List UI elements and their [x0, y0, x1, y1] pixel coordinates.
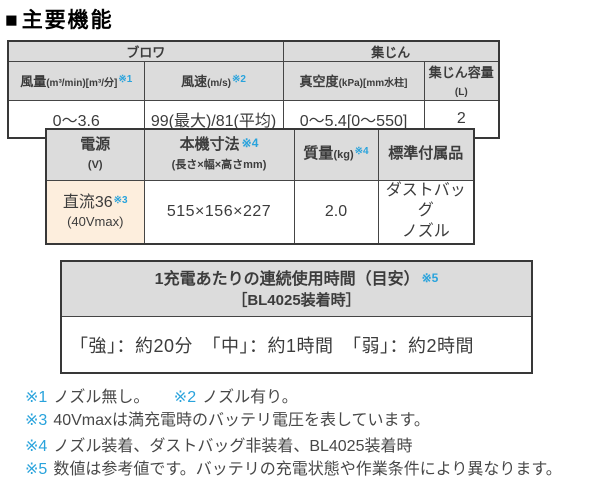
footnote-line-4: ※5 数値は参考値です。バッテリの充電状態や作業条件により異なります。 — [25, 458, 562, 480]
accessory-dust-bag: ダストバッグ — [385, 181, 466, 220]
col-header-weight: 質量(kg)※4 — [293, 128, 379, 181]
dimensions-value: 515×156×227 — [143, 179, 295, 245]
dust-capacity-label: 集じん容量 — [428, 65, 494, 80]
col-header-power: 電源 (V) — [45, 128, 145, 181]
runtime-box-header: 1充電あたりの連続使用時間（目安） ※5 ［BL4025装着時］ — [62, 262, 531, 317]
dimensions-label: 本機寸法 — [179, 136, 240, 153]
footnote-4: ※4 ノズル装着、ダストバッグ非装着、BL4025装着時 — [25, 438, 412, 455]
blower-spec-table: ブロワ 集じん 風量(m³/min)[m³/分]※1 風速(m/s)※2 真空度… — [7, 40, 501, 139]
footnote-1-text: ノズル無し。 — [53, 389, 150, 406]
footnote-ref-3: ※3 — [113, 194, 128, 206]
footnote-4-text: ノズル装着、ダストバッグ非装着、BL4025装着時 — [53, 438, 413, 455]
footnote-5: ※5 数値は参考値です。バッテリの充電状態や作業条件により異なります。 — [25, 461, 562, 478]
footnote-ref-1: ※1 — [118, 74, 133, 85]
page-title-text: 主要機能 — [21, 9, 114, 32]
power-value-sub: (40Vmax) — [67, 213, 124, 229]
footnote-ref-4b: ※4 — [354, 146, 369, 158]
air-volume-label: 風量 — [20, 74, 47, 89]
weight-value: 2.0 — [293, 179, 379, 245]
footnotes: ※1 ノズル無し。 ※2 ノズル有り。 ※3 40Vmaxは満充電時のバッテリ電圧を表… — [25, 386, 562, 480]
air-velocity-label: 風速 — [181, 74, 208, 89]
runtime-box: 1充電あたりの連続使用時間（目安） ※5 ［BL4025装着時］ 「強」：約20分… — [60, 260, 533, 374]
footnote-line-3: ※4 ノズル装着、ダストバッグ非装着、BL4025装着時 — [25, 435, 562, 458]
power-value: 直流36※3 (40Vmax) — [45, 179, 145, 245]
vacuum-unit: (kPa)[mm水柱] — [338, 78, 408, 89]
power-value-main: 直流36 — [62, 193, 113, 211]
col-header-dust-capacity: 集じん容量 (L) — [423, 61, 500, 101]
footnote-line-2: ※3 40Vmaxは満充電時のバッテリ電圧を表しています。 — [25, 409, 562, 432]
accessories-value: ダストバッグ ノズル — [377, 179, 475, 245]
group-header-row: ブロワ 集じん — [7, 40, 500, 62]
footnote-2-text: ノズル有り。 — [202, 389, 298, 406]
footnote-3-text: 40Vmaxは満充電時のバッテリ電圧を表しています。 — [53, 412, 430, 429]
group-header-dust-collection: 集じん — [282, 40, 500, 62]
page-title: ■ 主要機能 — [5, 4, 114, 34]
air-velocity-unit: (m/s) — [207, 78, 231, 89]
footnote-4-mark: ※4 — [25, 438, 48, 455]
dimensions-sub-label: (長さ×幅×高さmm) — [171, 158, 267, 171]
runtime-values-text: 「強」：約20分 「中」：約1時間 「弱」：約2時間 — [70, 335, 475, 356]
col-header-air-volume: 風量(m³/min)[m³/分]※1 — [7, 61, 145, 101]
footnote-ref-2: ※2 — [231, 74, 246, 85]
col-header-accessories: 標準付属品 — [377, 128, 475, 181]
machine-spec-header-row: 電源 (V) 本機寸法 ※4 (長さ×幅×高さmm) 質量(kg)※4 標準付属品 — [45, 128, 475, 181]
accessories-label: 標準付属品 — [388, 145, 464, 163]
machine-spec-value-row: 直流36※3 (40Vmax) 515×156×227 2.0 ダストバッグノズル — [45, 179, 475, 245]
dust-capacity-unit: (L) — [454, 87, 468, 98]
weight-unit: (kg) — [333, 149, 354, 162]
footnote-ref-5: ※5 — [421, 271, 439, 285]
air-volume-unit: (m³/min)[m³/分] — [46, 78, 118, 89]
footnote-3-mark: ※3 — [25, 412, 48, 429]
vacuum-label: 真空度 — [299, 74, 339, 89]
runtime-subtitle: ［BL4025装着時］ — [232, 292, 361, 309]
power-unit: (V) — [87, 158, 103, 171]
square-bullet-icon: ■ — [5, 9, 18, 32]
runtime-values: 「強」：約20分 「中」：約1時間 「弱」：約2時間 — [62, 317, 531, 372]
footnote-1-mark: ※1 — [25, 389, 48, 406]
footnote-5-text: 数値は参考値です。バッテリの充電状態や作業条件により異なります。 — [53, 461, 562, 478]
weight-label: 質量 — [303, 145, 334, 163]
col-header-dimensions: 本機寸法 ※4 (長さ×幅×高さmm) — [143, 128, 295, 181]
footnote-5-mark: ※5 — [25, 461, 48, 478]
footnote-2: ※2 ノズル有り。 — [174, 389, 298, 406]
machine-spec-table: 電源 (V) 本機寸法 ※4 (長さ×幅×高さmm) 質量(kg)※4 標準付属品 直… — [45, 128, 475, 245]
footnote-2-mark: ※2 — [173, 389, 197, 406]
footnote-1: ※1 ノズル無し。 — [25, 389, 149, 406]
footnote-ref-4: ※4 — [241, 136, 259, 150]
col-header-vacuum: 真空度(kPa)[mm水柱] — [282, 61, 425, 101]
runtime-title: 1充電あたりの連続使用時間（目安） — [154, 271, 420, 288]
group-header-blower: ブロワ — [7, 40, 284, 62]
col-header-air-velocity: 風速(m/s)※2 — [143, 61, 284, 101]
column-header-row: 風量(m³/min)[m³/分]※1 風速(m/s)※2 真空度(kPa)[mm… — [7, 61, 500, 101]
footnote-3: ※3 40Vmaxは満充電時のバッテリ電圧を表しています。 — [25, 412, 430, 429]
footnote-line-1: ※1 ノズル無し。 ※2 ノズル有り。 — [25, 386, 562, 409]
accessory-nozzle: ノズル — [401, 223, 450, 241]
power-label: 電源 — [80, 136, 111, 153]
